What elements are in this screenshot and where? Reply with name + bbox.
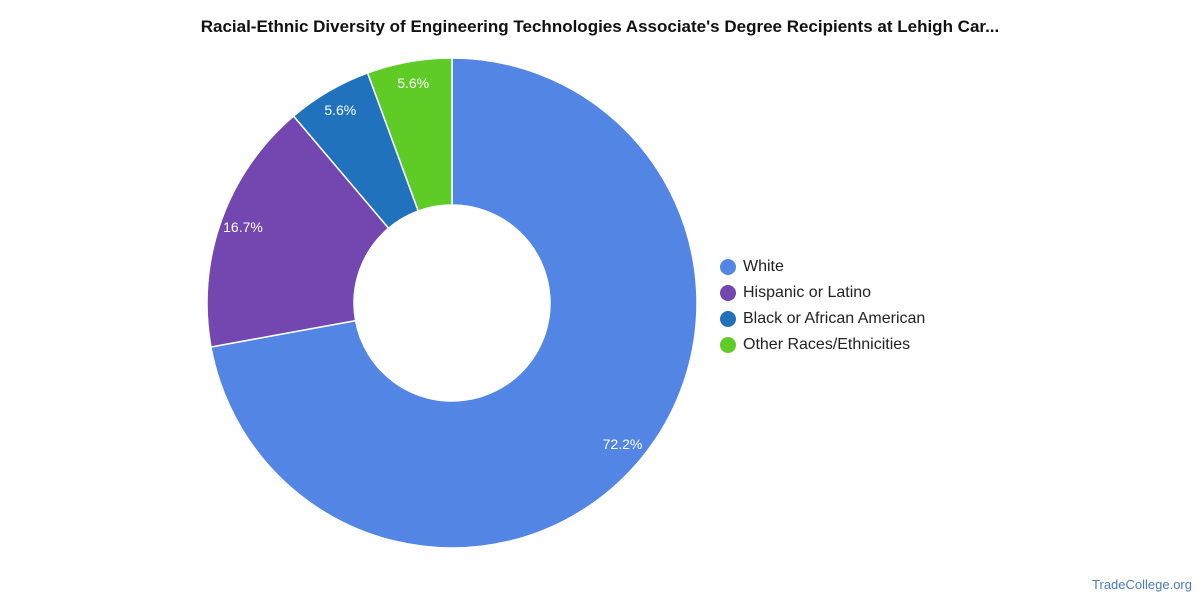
legend-item-other-races-ethnicities[interactable]: Other Races/Ethnicities — [720, 332, 925, 358]
legend-label-other-races-ethnicities: Other Races/Ethnicities — [743, 336, 911, 353]
legend-item-hispanic-or-latino[interactable]: Hispanic or Latino — [720, 280, 925, 306]
chart-title: Racial-Ethnic Diversity of Engineering T… — [200, 17, 1000, 36]
legend-swatch-white — [720, 259, 736, 275]
legend-item-black-or-african-american[interactable]: Black or African American — [720, 306, 925, 332]
legend-item-white[interactable]: White — [720, 254, 925, 280]
legend-label-black-or-african-american: Black or African American — [743, 310, 926, 327]
slice-white[interactable] — [210, 57, 698, 549]
slice-label-white: 72.2% — [603, 436, 643, 452]
slice-hispanic-or-latino[interactable] — [206, 115, 390, 348]
slice-label-other-races-ethnicities: 5.6% — [397, 75, 429, 91]
legend-label-white: White — [743, 258, 784, 275]
legend: White Hispanic or Latino Black or Africa… — [720, 254, 925, 358]
legend-label-hispanic-or-latino: Hispanic or Latino — [743, 284, 872, 301]
slice-label-hispanic-or-latino: 16.7% — [223, 219, 263, 235]
watermark[interactable]: TradeCollege.org — [1092, 577, 1192, 592]
slice-label-black-or-african-american: 5.6% — [324, 102, 356, 118]
legend-swatch-other-races-ethnicities — [720, 337, 736, 353]
slice-other-races-ethnicities[interactable] — [366, 57, 453, 212]
legend-swatch-hispanic-or-latino — [720, 285, 736, 301]
legend-swatch-black-or-african-american — [720, 311, 736, 327]
